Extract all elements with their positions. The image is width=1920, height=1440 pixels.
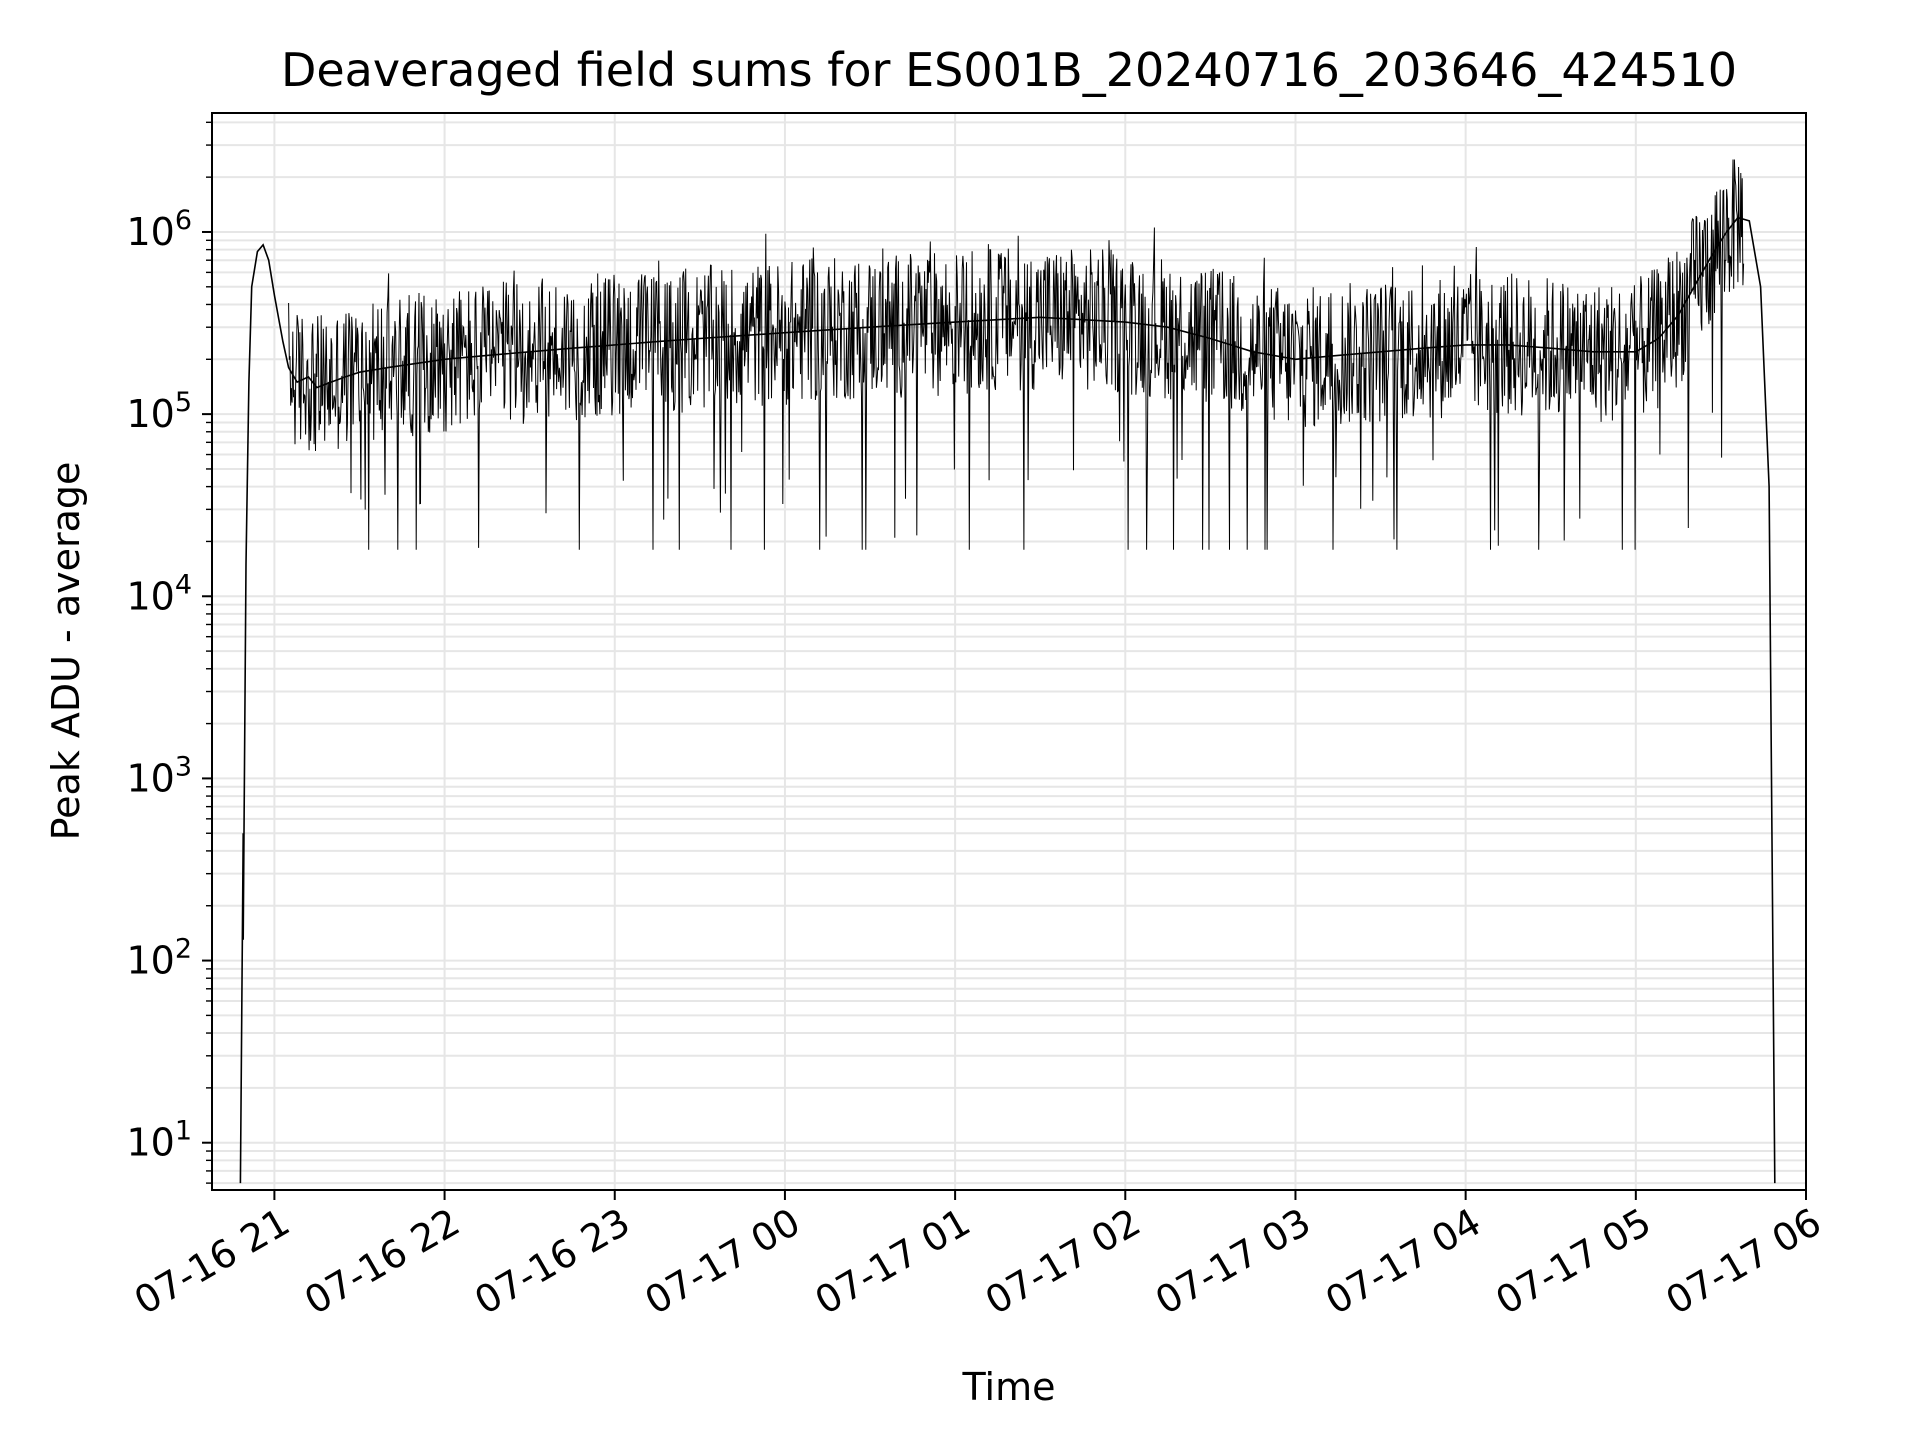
y-tick-label: 105: [126, 387, 192, 436]
chart-title: Deaveraged field sums for ES001B_2024071…: [281, 43, 1737, 97]
y-axis-label: Peak ADU - average: [44, 462, 88, 841]
y-tick-label: 102: [126, 934, 192, 983]
series-noise-band: [288, 159, 1745, 550]
x-axis-label: Time: [962, 1365, 1056, 1409]
y-tick-label: 104: [126, 569, 192, 618]
grid-lines: [212, 113, 1807, 1190]
y-tick-label: 103: [126, 751, 192, 800]
y-axis-ticks: 101 102 103 104 105 106: [126, 121, 212, 1184]
y-tick-label: 101: [126, 1116, 192, 1165]
y-tick-label: 106: [126, 205, 192, 254]
series-line: [239, 159, 1776, 1184]
